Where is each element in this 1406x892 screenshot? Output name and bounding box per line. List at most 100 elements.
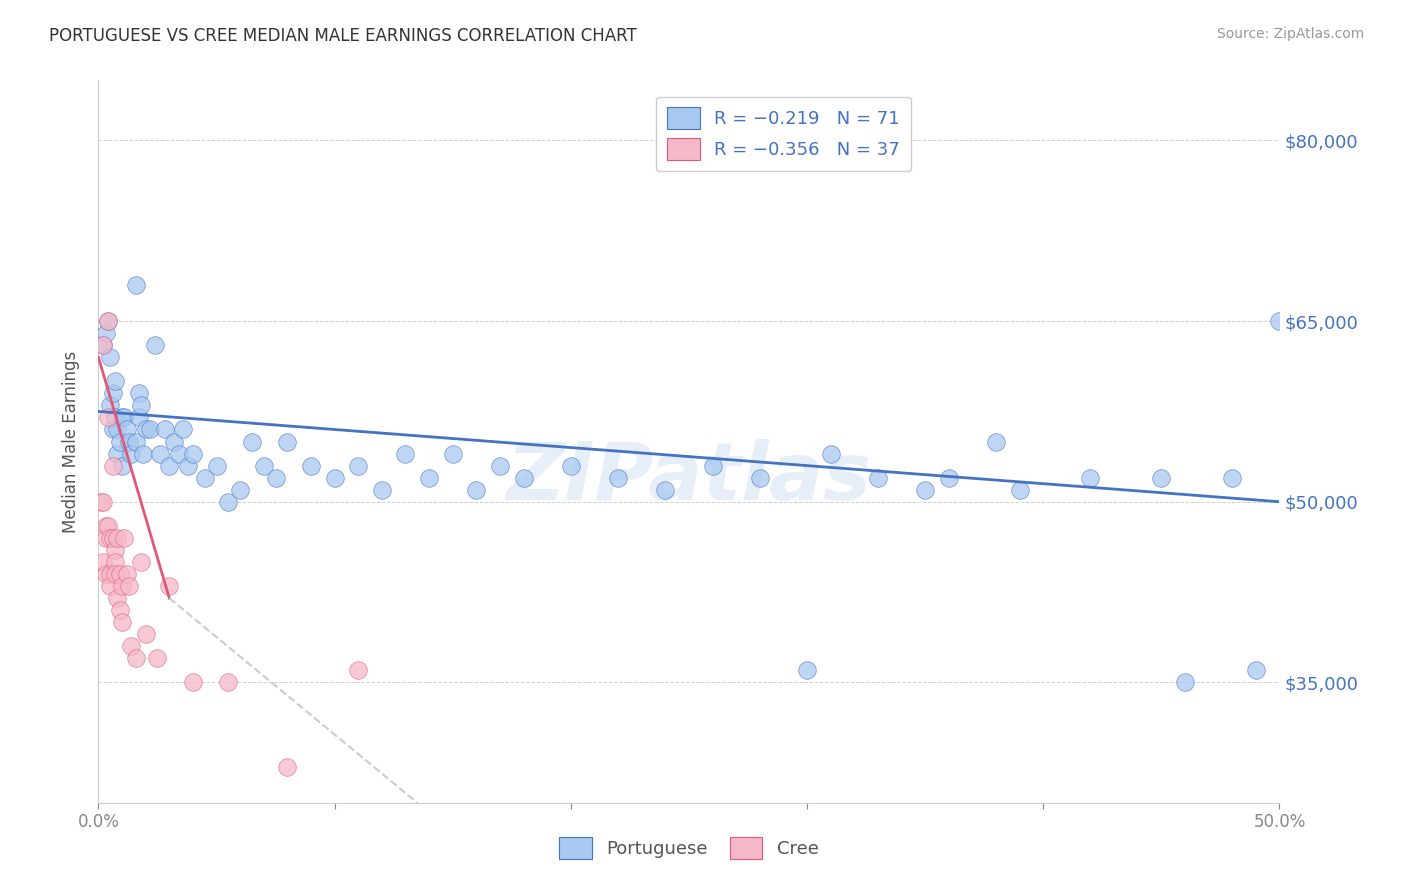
Point [702, 458, 724, 473]
Point [489, 458, 512, 473]
Point [94, 519, 117, 533]
Point [91, 494, 114, 508]
Point [938, 471, 960, 485]
Point [143, 338, 166, 352]
Point [347, 664, 370, 678]
Point [111, 458, 134, 473]
Point [132, 446, 155, 460]
Point [194, 471, 217, 485]
Point [1150, 471, 1173, 485]
Point [796, 664, 818, 678]
Point [748, 471, 770, 485]
Point [125, 434, 148, 449]
Point [98, 398, 121, 412]
Point [128, 410, 150, 425]
Point [98, 531, 121, 545]
Point [139, 423, 162, 437]
Point [118, 434, 141, 449]
Point [125, 651, 148, 665]
Point [105, 531, 128, 545]
Text: ZIPatlas: ZIPatlas [506, 439, 872, 516]
Point [914, 483, 936, 497]
Point [121, 639, 143, 653]
Point [135, 627, 157, 641]
Point [607, 471, 630, 485]
Point [104, 375, 127, 389]
Point [98, 350, 121, 364]
Point [105, 423, 128, 437]
Point [108, 434, 131, 449]
Point [229, 483, 252, 497]
Point [441, 446, 464, 460]
Point [108, 567, 131, 582]
Point [153, 423, 176, 437]
Point [125, 277, 148, 292]
Point [98, 579, 121, 593]
Point [217, 675, 239, 690]
Point [177, 458, 200, 473]
Point [104, 567, 127, 582]
Point [240, 434, 263, 449]
Point [91, 338, 114, 352]
Point [1244, 664, 1267, 678]
Point [101, 458, 124, 473]
Point [418, 471, 440, 485]
Point [264, 471, 287, 485]
Point [97, 519, 120, 533]
Point [163, 434, 186, 449]
Point [97, 410, 120, 425]
Point [1174, 675, 1197, 690]
Point [1008, 483, 1031, 497]
Point [299, 458, 322, 473]
Point [167, 446, 190, 460]
Point [205, 458, 228, 473]
Point [101, 531, 124, 545]
Legend: Portuguese, Cree: Portuguese, Cree [553, 830, 825, 866]
Point [1268, 314, 1291, 328]
Point [276, 760, 298, 774]
Point [654, 483, 676, 497]
Point [105, 591, 128, 605]
Point [866, 471, 889, 485]
Point [172, 423, 194, 437]
Point [181, 446, 204, 460]
Point [1080, 471, 1102, 485]
Point [108, 603, 131, 617]
Point [90, 494, 112, 508]
Point [111, 579, 134, 593]
Point [101, 386, 124, 401]
Point [91, 338, 114, 352]
Point [128, 386, 150, 401]
Point [101, 423, 124, 437]
Point [104, 410, 127, 425]
Point [394, 446, 416, 460]
Point [104, 542, 127, 557]
Point [112, 531, 135, 545]
Point [276, 434, 298, 449]
Point [129, 555, 152, 569]
Point [560, 458, 582, 473]
Point [118, 579, 141, 593]
Point [157, 579, 180, 593]
Point [253, 458, 276, 473]
Point [115, 567, 138, 582]
Text: Source: ZipAtlas.com: Source: ZipAtlas.com [1216, 27, 1364, 41]
Point [181, 675, 204, 690]
Point [217, 494, 239, 508]
Point [97, 314, 120, 328]
Point [465, 483, 488, 497]
Point [111, 410, 134, 425]
Point [157, 458, 180, 473]
Point [115, 423, 138, 437]
Point [112, 410, 135, 425]
Point [984, 434, 1007, 449]
Y-axis label: Median Male Earnings: Median Male Earnings [62, 351, 80, 533]
Point [146, 651, 169, 665]
Point [94, 326, 117, 341]
Point [512, 471, 534, 485]
Point [149, 446, 172, 460]
Point [104, 555, 127, 569]
Point [97, 314, 120, 328]
Point [323, 471, 346, 485]
Point [371, 483, 394, 497]
